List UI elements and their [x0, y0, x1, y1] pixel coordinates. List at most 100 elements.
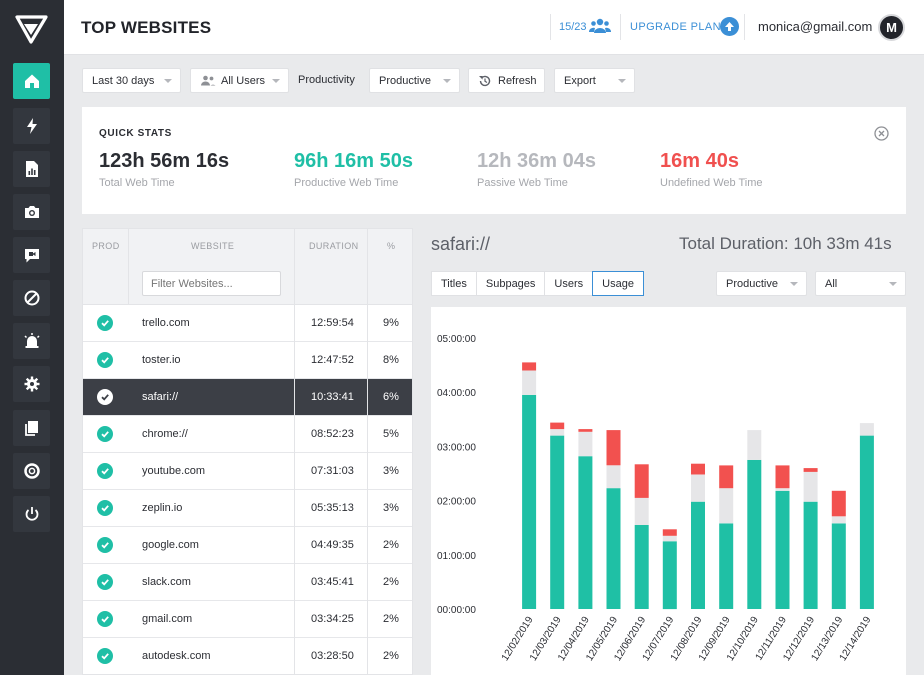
bar-segment-undefined[interactable]	[634, 464, 649, 498]
detail-productivity-dropdown[interactable]: Productive	[716, 271, 807, 296]
table-row[interactable]: google.com 04:49:35 2%	[83, 527, 412, 564]
sidebar-item-blocking[interactable]	[13, 280, 50, 316]
table-row[interactable]: gmail.com 03:34:25 2%	[83, 601, 412, 638]
table-row[interactable]: youtube.com 07:31:03 3%	[83, 453, 412, 490]
user-email[interactable]: monica@gmail.com	[758, 19, 873, 34]
bar-segment-undefined[interactable]	[522, 362, 537, 371]
table-row[interactable]: slack.com 03:45:41 2%	[83, 564, 412, 601]
block-icon	[24, 290, 39, 306]
usage-chart: 00:00:00 01:00:00 02:00:00 03:00:00 04:00:00…	[437, 334, 874, 663]
bar-segment-productive[interactable]	[803, 501, 818, 609]
tab-titles[interactable]: Titles	[431, 271, 477, 296]
bar-segment-passive[interactable]	[831, 516, 846, 524]
bar-segment-undefined[interactable]	[831, 490, 846, 517]
productivity-dropdown[interactable]: Productive	[369, 68, 460, 93]
tab-usage[interactable]: Usage	[592, 271, 644, 296]
detail-title: safari://	[431, 234, 491, 254]
bar-segment-productive[interactable]	[550, 435, 565, 609]
table-row[interactable]: autodesk.com 03:28:50 2%	[83, 638, 412, 674]
bar-segment-productive[interactable]	[719, 523, 734, 609]
bar-segment-undefined[interactable]	[803, 468, 818, 472]
sidebar-item-alerts[interactable]	[13, 323, 50, 359]
website-name: chrome://	[142, 428, 188, 440]
sidebar-item-docs[interactable]	[13, 410, 50, 446]
bar-segment-undefined[interactable]	[719, 465, 734, 489]
y-tick-label: 05:00:00	[437, 334, 476, 345]
export-dropdown[interactable]: Export	[554, 68, 635, 93]
refresh-button[interactable]: Refresh	[468, 68, 545, 93]
sidebar-item-recordings[interactable]	[13, 237, 50, 273]
table-row[interactable]: chrome:// 08:52:23 5%	[83, 416, 412, 453]
bar-segment-passive[interactable]	[859, 423, 874, 436]
bar-segment-productive[interactable]	[747, 459, 762, 609]
bar-segment-productive[interactable]	[578, 456, 593, 609]
bar-segment-passive[interactable]	[578, 431, 593, 457]
lightning-icon	[26, 118, 37, 134]
arrow-up-icon[interactable]	[720, 17, 739, 36]
bar-segment-passive[interactable]	[662, 535, 677, 542]
column-header-website[interactable]: WEBSITE	[191, 241, 235, 251]
bar-segment-undefined[interactable]	[662, 529, 677, 536]
detail-scope-dropdown[interactable]: All	[815, 271, 906, 296]
bar-segment-passive[interactable]	[775, 488, 790, 491]
bar-segment-productive[interactable]	[831, 523, 846, 609]
bar-segment-productive[interactable]	[691, 501, 705, 609]
column-header-prod[interactable]: PROD	[92, 241, 120, 251]
date-range-dropdown[interactable]: Last 30 days	[82, 68, 181, 93]
bar-segment-passive[interactable]	[606, 465, 621, 489]
table-row[interactable]: zeplin.io 05:35:13 3%	[83, 490, 412, 527]
bar-segment-productive[interactable]	[522, 394, 537, 609]
table-row[interactable]: toster.io 12:47:52 8%	[83, 342, 412, 379]
bar-segment-passive[interactable]	[691, 474, 705, 502]
chevron-down-icon	[790, 282, 798, 286]
sidebar-item-reports[interactable]	[13, 151, 50, 187]
tab-subpages[interactable]: Subpages	[475, 271, 546, 296]
bar-segment-passive[interactable]	[550, 429, 565, 436]
seat-count: 15/23	[559, 21, 587, 33]
bar-segment-passive[interactable]	[803, 471, 818, 502]
avatar[interactable]: M	[878, 14, 905, 41]
sidebar-item-support[interactable]	[13, 453, 50, 489]
sidebar-item-home[interactable]	[13, 63, 50, 99]
bar-segment-passive[interactable]	[522, 370, 537, 395]
website-percent: 9%	[383, 317, 399, 329]
bar-segment-productive[interactable]	[634, 525, 649, 609]
website-duration: 03:34:25	[311, 613, 354, 625]
check-circle-icon	[97, 352, 113, 368]
filter-websites-input[interactable]	[142, 271, 281, 296]
website-duration: 05:35:13	[311, 502, 354, 514]
upgrade-plan-link[interactable]: UPGRADE PLAN	[630, 21, 721, 33]
chevron-down-icon	[889, 282, 897, 286]
bar-segment-undefined[interactable]	[606, 430, 621, 466]
bar-segment-productive[interactable]	[662, 541, 677, 610]
bar-segment-undefined[interactable]	[775, 465, 790, 489]
bar-segment-undefined[interactable]	[578, 429, 593, 432]
table-row[interactable]: safari:// 10:33:41 6%	[83, 379, 412, 416]
users-dropdown[interactable]: All Users	[190, 68, 289, 93]
sidebar-item-settings[interactable]	[13, 366, 50, 402]
websites-table: PROD WEBSITE DURATION % trello.com 12:59:…	[82, 228, 413, 675]
y-tick-label: 02:00:00	[437, 497, 476, 508]
bar-segment-productive[interactable]	[859, 435, 874, 609]
close-icon[interactable]	[874, 126, 889, 141]
bar-segment-passive[interactable]	[634, 497, 649, 525]
column-header-percent[interactable]: %	[387, 241, 396, 251]
sidebar-item-activity[interactable]	[13, 108, 50, 144]
y-tick-label: 04:00:00	[437, 388, 476, 399]
bar-segment-productive[interactable]	[775, 490, 790, 609]
table-row[interactable]: trello.com 12:59:54 9%	[83, 305, 412, 342]
date-range-value: Last 30 days	[92, 74, 155, 87]
column-header-duration[interactable]: DURATION	[309, 241, 359, 251]
sidebar-item-screenshots[interactable]	[13, 194, 50, 230]
bar-segment-passive[interactable]	[747, 430, 762, 460]
bar-segment-undefined[interactable]	[691, 463, 705, 475]
sidebar-item-logout[interactable]	[13, 496, 50, 532]
tab-users[interactable]: Users	[544, 271, 594, 296]
check-circle-icon	[97, 648, 113, 664]
refresh-label: Refresh	[498, 74, 537, 87]
bar-segment-undefined[interactable]	[550, 422, 565, 430]
bar-segment-passive[interactable]	[719, 488, 734, 524]
logo-icon[interactable]	[14, 12, 50, 46]
website-duration: 07:31:03	[311, 465, 354, 477]
bar-segment-productive[interactable]	[606, 488, 621, 609]
